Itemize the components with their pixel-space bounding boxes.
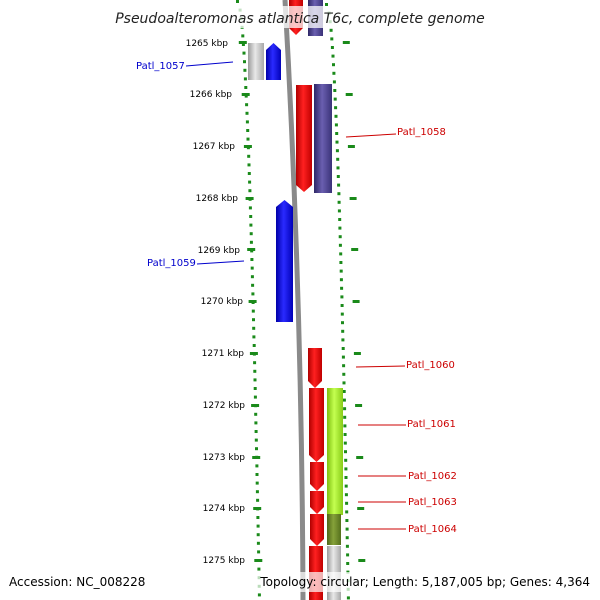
gene-feature[interactable] <box>248 43 264 80</box>
gene-label-patl-1057[interactable]: Patl_1057 <box>136 61 185 72</box>
gene-label-patl-1064[interactable]: Patl_1064 <box>408 524 457 535</box>
leader-line <box>345 133 397 138</box>
tick-label: 1269 kbp <box>198 246 241 256</box>
right-tick-marks <box>325 3 366 600</box>
gene-label-patl-1063[interactable]: Patl_1063 <box>408 497 457 508</box>
gene-feature[interactable] <box>309 388 324 462</box>
gene-feature[interactable] <box>296 85 312 192</box>
gene-feature[interactable] <box>266 43 281 80</box>
genome-summary-text: Topology: circular; Length: 5,187,005 bp… <box>259 575 590 589</box>
map-title: Pseudoalteromonas atlantica T6c, complet… <box>115 11 485 27</box>
tick-label: 1272 kbp <box>203 401 246 411</box>
tick-label: 1267 kbp <box>193 142 236 152</box>
gene-label-patl-1060[interactable]: Patl_1060 <box>406 360 455 371</box>
gene-feature[interactable] <box>308 348 322 388</box>
tick-label: 1271 kbp <box>202 349 245 359</box>
gene-feature[interactable] <box>310 491 324 514</box>
leader-line <box>355 365 406 368</box>
gene-feature[interactable] <box>310 462 324 491</box>
gene-feature[interactable] <box>314 84 332 193</box>
gene-label-patl-1059[interactable]: Patl_1059 <box>147 258 196 269</box>
gene-feature[interactable] <box>310 514 324 546</box>
title-background <box>115 6 485 28</box>
tick-label: 1268 kbp <box>196 194 239 204</box>
label-leader-lines <box>185 61 406 530</box>
gene-label-patl-1058[interactable]: Patl_1058 <box>397 127 446 138</box>
leader-line <box>196 260 245 265</box>
accession-text: Accession: NC_008228 <box>9 575 145 589</box>
leader-line <box>185 61 234 67</box>
tick-label: 1265 kbp <box>186 39 229 49</box>
gene-feature[interactable] <box>327 388 343 515</box>
gene-feature[interactable] <box>276 200 293 322</box>
tick-label: 1275 kbp <box>203 556 246 566</box>
gene-label-patl-1062[interactable]: Patl_1062 <box>408 471 457 482</box>
tick-labels: 1265 kbp 1266 kbp 1267 kbp 1268 kbp 1269… <box>186 39 246 566</box>
tick-label: 1270 kbp <box>201 297 244 307</box>
gene-feature[interactable] <box>327 514 341 545</box>
tick-label: 1274 kbp <box>203 504 246 514</box>
gene-features[interactable] <box>248 0 343 600</box>
gene-labels[interactable]: Patl_1057 Patl_1058 Patl_1059 Patl_1060 … <box>136 61 457 535</box>
tick-label: 1266 kbp <box>190 90 233 100</box>
gene-label-patl-1061[interactable]: Patl_1061 <box>407 419 456 430</box>
genome-backbone <box>282 0 306 600</box>
tick-label: 1273 kbp <box>203 453 246 463</box>
footer-background <box>0 572 600 592</box>
